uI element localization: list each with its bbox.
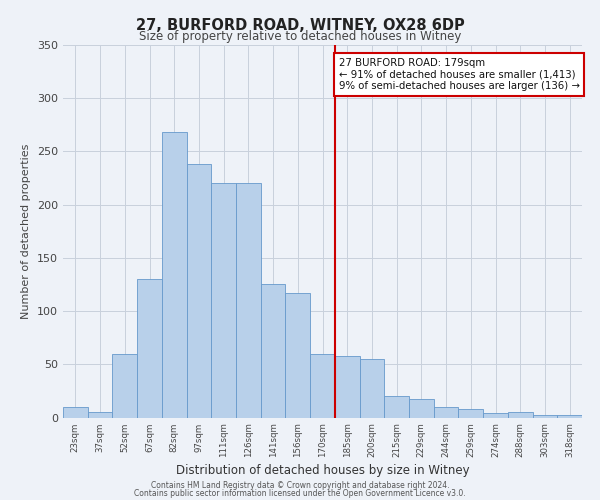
Bar	[261, 284, 286, 418]
Bar	[211, 184, 236, 418]
Bar	[359, 359, 384, 418]
Text: 27 BURFORD ROAD: 179sqm
← 91% of detached houses are smaller (1,413)
9% of semi-: 27 BURFORD ROAD: 179sqm ← 91% of detache…	[338, 58, 580, 91]
Bar	[137, 279, 162, 417]
Y-axis label: Number of detached properties: Number of detached properties	[22, 144, 31, 319]
Bar	[508, 412, 533, 418]
Text: 27, BURFORD ROAD, WITNEY, OX28 6DP: 27, BURFORD ROAD, WITNEY, OX28 6DP	[136, 18, 464, 32]
Bar	[112, 354, 137, 418]
Bar	[63, 407, 88, 418]
Bar	[434, 407, 458, 418]
Bar	[187, 164, 211, 417]
Bar	[458, 409, 483, 418]
Text: Contains public sector information licensed under the Open Government Licence v3: Contains public sector information licen…	[134, 489, 466, 498]
Bar	[409, 400, 434, 417]
Bar	[310, 354, 335, 418]
Bar	[162, 132, 187, 418]
Bar	[236, 184, 261, 418]
Bar	[88, 412, 112, 418]
Bar	[335, 356, 359, 418]
Bar	[384, 396, 409, 417]
Bar	[557, 416, 582, 418]
Bar	[533, 416, 557, 418]
Bar	[483, 413, 508, 418]
Text: Contains HM Land Registry data © Crown copyright and database right 2024.: Contains HM Land Registry data © Crown c…	[151, 480, 449, 490]
X-axis label: Distribution of detached houses by size in Witney: Distribution of detached houses by size …	[176, 464, 469, 477]
Bar	[286, 293, 310, 418]
Text: Size of property relative to detached houses in Witney: Size of property relative to detached ho…	[139, 30, 461, 43]
